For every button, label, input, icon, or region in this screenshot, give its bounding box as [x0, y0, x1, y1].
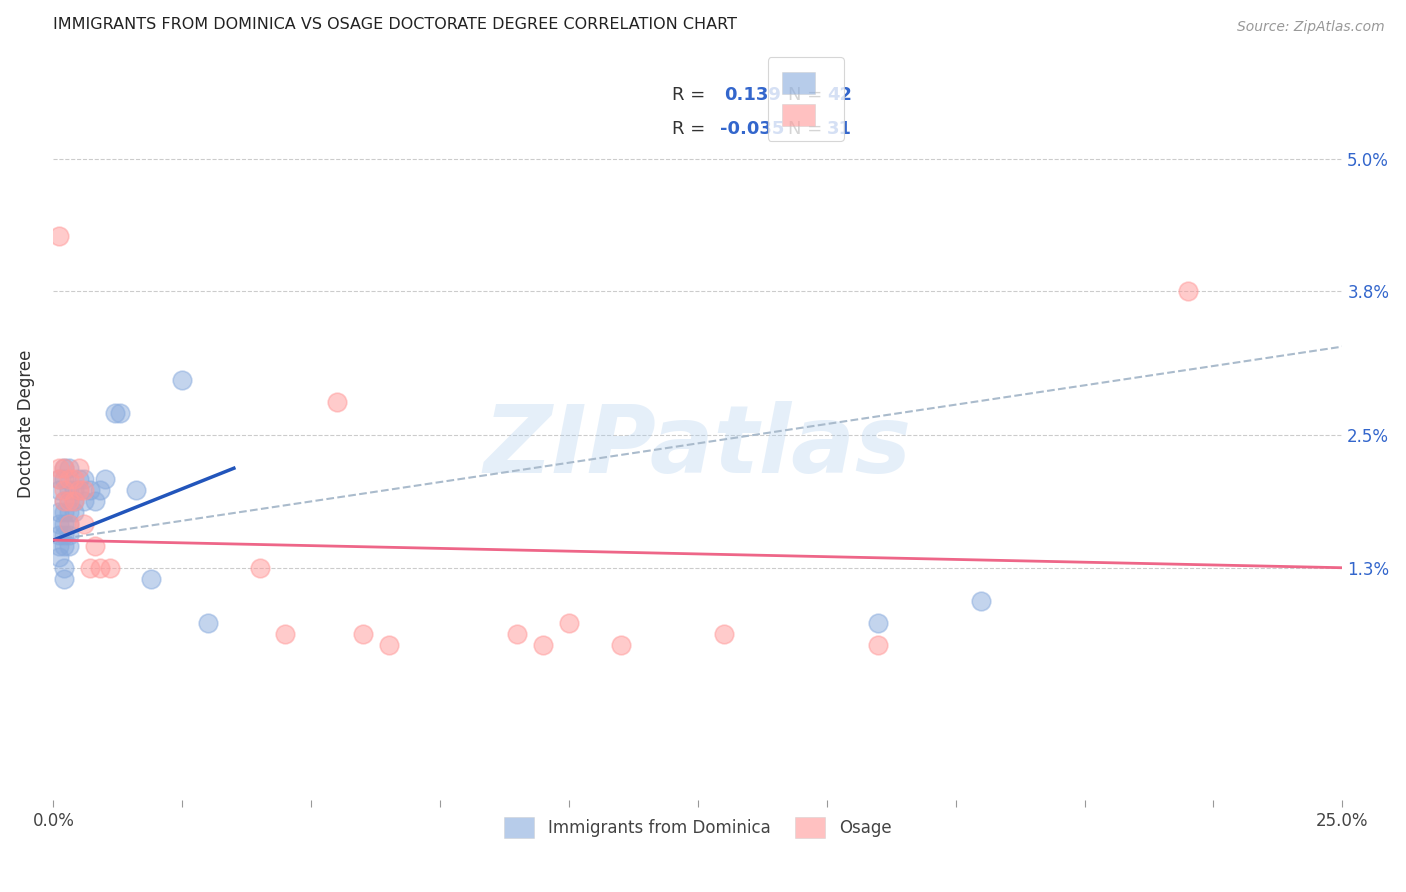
Point: [377, 638, 399, 652]
Point: [73, 516, 96, 531]
Point: [58, 494, 80, 508]
Text: R =: R =: [672, 87, 706, 104]
Point: [48, 461, 70, 475]
Point: [326, 395, 349, 409]
Point: [58, 472, 80, 486]
Point: [274, 627, 297, 641]
Point: [52, 506, 75, 520]
Point: [141, 572, 163, 586]
Point: [48, 549, 70, 564]
Point: [58, 539, 80, 553]
Point: [352, 627, 374, 641]
Point: [868, 638, 890, 652]
Point: [63, 494, 86, 508]
Point: [868, 615, 890, 630]
Text: 0.139: 0.139: [724, 87, 780, 104]
Point: [67, 472, 90, 486]
Text: IMMIGRANTS FROM DOMINICA VS OSAGE DOCTORATE DEGREE CORRELATION CHART: IMMIGRANTS FROM DOMINICA VS OSAGE DOCTOR…: [53, 17, 737, 32]
Point: [63, 483, 86, 498]
Point: [609, 638, 631, 652]
Point: [52, 494, 75, 508]
Point: [52, 483, 75, 498]
Text: ZIPatlas: ZIPatlas: [484, 401, 912, 492]
Point: [79, 483, 101, 498]
Point: [63, 506, 86, 520]
Point: [73, 483, 96, 498]
Point: [63, 472, 86, 486]
Point: [52, 461, 75, 475]
Legend: Immigrants from Dominica, Osage: Immigrants from Dominica, Osage: [498, 811, 898, 844]
Point: [52, 527, 75, 541]
Point: [52, 539, 75, 553]
Text: -0.035: -0.035: [720, 120, 785, 137]
Text: 31: 31: [827, 120, 852, 137]
Y-axis label: Doctorate Degree: Doctorate Degree: [17, 350, 35, 499]
Point: [67, 461, 90, 475]
Point: [1177, 285, 1199, 299]
Point: [63, 494, 86, 508]
Point: [125, 483, 148, 498]
Point: [713, 627, 735, 641]
Point: [48, 516, 70, 531]
Point: [83, 494, 105, 508]
Point: [506, 627, 529, 641]
Point: [48, 472, 70, 486]
Text: N =: N =: [789, 87, 823, 104]
Point: [110, 406, 132, 420]
Point: [58, 461, 80, 475]
Text: R =: R =: [672, 120, 706, 137]
Text: Source: ZipAtlas.com: Source: ZipAtlas.com: [1237, 20, 1385, 34]
Point: [48, 527, 70, 541]
Text: N =: N =: [789, 120, 823, 137]
Point: [48, 539, 70, 553]
Point: [558, 615, 581, 630]
Point: [67, 483, 90, 498]
Point: [58, 483, 80, 498]
Point: [104, 406, 127, 420]
Point: [58, 527, 80, 541]
Point: [89, 560, 111, 574]
Point: [94, 472, 117, 486]
Point: [52, 472, 75, 486]
Point: [58, 494, 80, 508]
Point: [52, 461, 75, 475]
Point: [58, 506, 80, 520]
Point: [48, 506, 70, 520]
Point: [79, 560, 101, 574]
Point: [58, 516, 80, 531]
Point: [970, 594, 993, 608]
Point: [197, 615, 219, 630]
Point: [52, 516, 75, 531]
Text: 42: 42: [827, 87, 852, 104]
Point: [531, 638, 554, 652]
Point: [172, 373, 194, 387]
Point: [73, 472, 96, 486]
Point: [67, 483, 90, 498]
Point: [58, 516, 80, 531]
Point: [73, 494, 96, 508]
Point: [89, 483, 111, 498]
Point: [249, 560, 271, 574]
Point: [52, 572, 75, 586]
Point: [98, 560, 121, 574]
Point: [48, 472, 70, 486]
Point: [48, 229, 70, 244]
Point: [52, 494, 75, 508]
Point: [52, 560, 75, 574]
Point: [48, 483, 70, 498]
Point: [83, 539, 105, 553]
